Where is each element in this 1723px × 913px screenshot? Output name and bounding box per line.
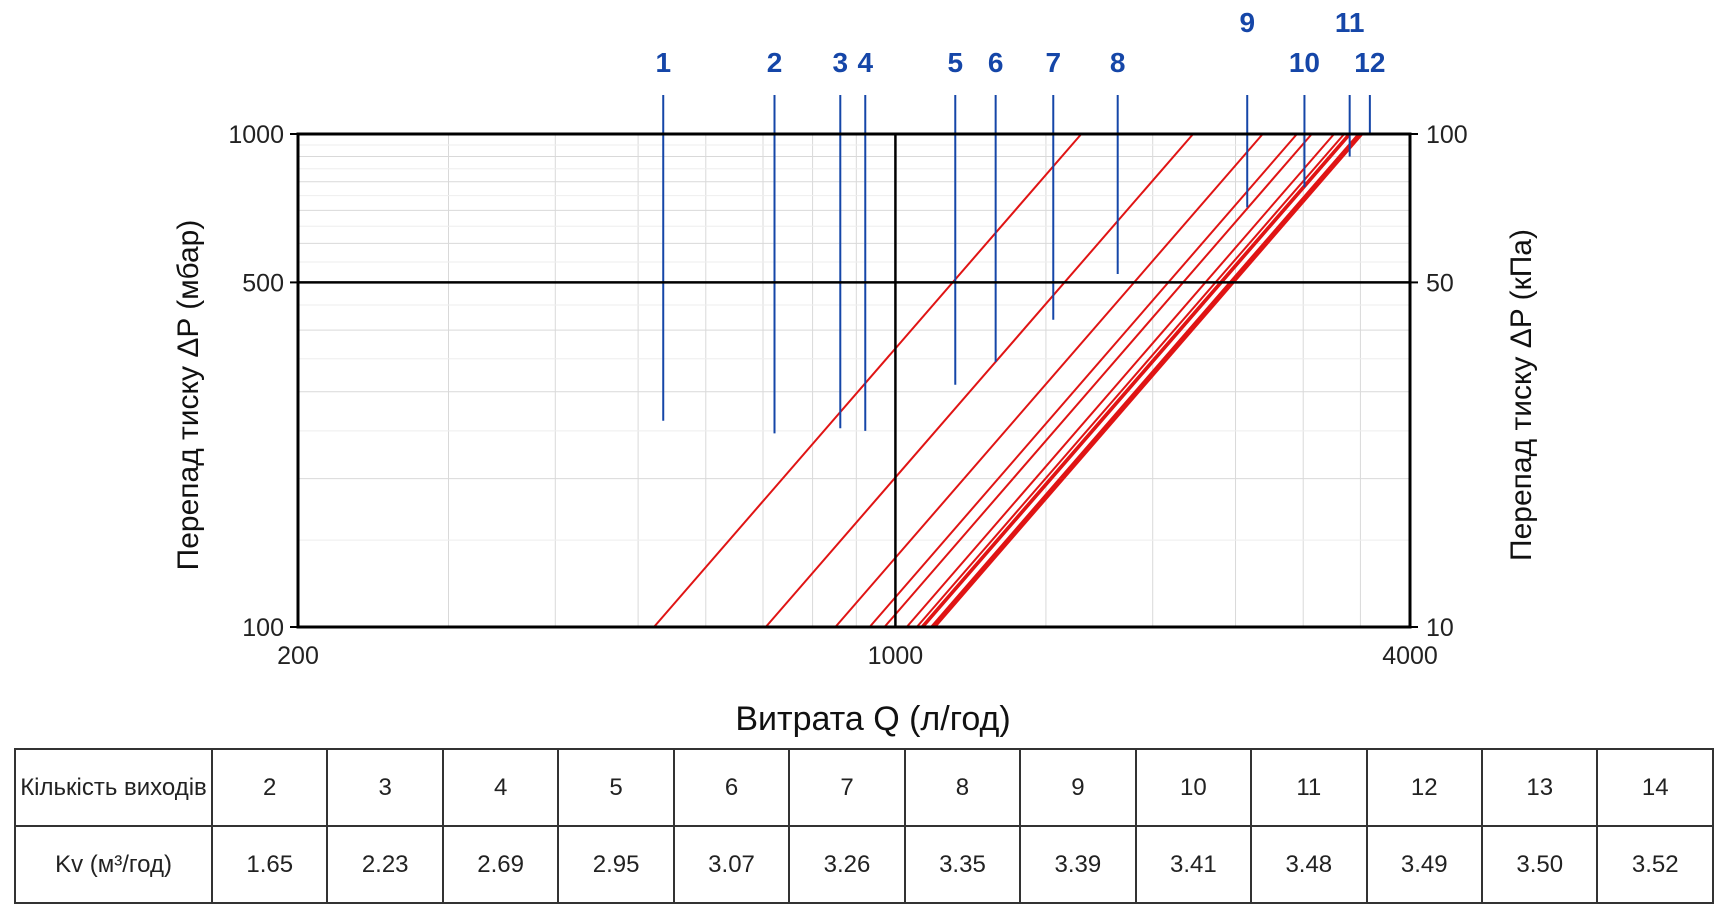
outlet-cell: 9 xyxy=(1019,748,1137,827)
x-axis-title: Витрата Q (л/год) xyxy=(735,700,1010,738)
outlets-row: Кількість виходів 2 3 4 5 6 7 8 9 10 11 … xyxy=(14,748,1714,827)
outlet-marker-label: 11 xyxy=(1335,7,1365,38)
kv-cell: 2.69 xyxy=(441,825,560,904)
kv-cell: 3.48 xyxy=(1250,825,1368,904)
outlets-header: Кількість виходів xyxy=(14,748,213,827)
y-tick-label-right: 50 xyxy=(1426,269,1454,297)
kv-cell: 3.35 xyxy=(903,825,1022,904)
outlet-marker-label: 7 xyxy=(1045,47,1061,78)
kv-cell: 3.41 xyxy=(1134,825,1253,904)
kv-cell: 2.23 xyxy=(326,825,444,904)
kv-row: Kv (м³/год) 1.65 2.23 2.69 2.95 3.07 3.2… xyxy=(14,825,1714,904)
outlet-marker-label: 1 xyxy=(655,47,671,78)
kv-curve-line xyxy=(920,133,1350,628)
y-tick-label-left: 500 xyxy=(242,269,284,297)
axes xyxy=(290,132,1418,629)
outlet-cell: 8 xyxy=(903,748,1022,827)
kv-cell: 3.07 xyxy=(672,825,791,904)
outlet-marker-label: 2 xyxy=(767,47,783,78)
outlet-marker-label: 10 xyxy=(1289,47,1320,78)
kv-curve-line xyxy=(883,133,1313,628)
kv-cell: 3.39 xyxy=(1019,825,1137,904)
tick-labels: 200 1000 4000 100 500 1000 10 50 100 xyxy=(228,121,1467,670)
kv-cell: 1.65 xyxy=(210,825,329,904)
outlet-marker-label: 3 xyxy=(833,47,849,78)
outlet-marker-label: 8 xyxy=(1110,47,1126,78)
y-tick-label-left: 1000 xyxy=(228,121,284,149)
y-axis-title-right: Перепад тиску ΔP (кПа) xyxy=(1505,229,1538,561)
x-tick-label: 200 xyxy=(277,642,319,670)
kv-table: Кількість виходів 2 3 4 5 6 7 8 9 10 11 … xyxy=(14,748,1714,904)
y-tick-label-right: 10 xyxy=(1426,614,1454,642)
outlet-cell: 11 xyxy=(1250,748,1368,827)
kv-curve-line xyxy=(765,133,1194,628)
outlet-cell: 14 xyxy=(1596,748,1714,827)
kv-curve-line xyxy=(916,133,1345,628)
kv-curve-line xyxy=(905,133,1335,628)
kv-curve-line xyxy=(922,133,1352,628)
x-tick-label: 4000 xyxy=(1382,642,1438,670)
kv-curves xyxy=(653,133,1364,628)
kv-cell: 3.52 xyxy=(1596,825,1714,904)
outlet-marker-label: 4 xyxy=(857,47,873,78)
outlet-marker-label: 12 xyxy=(1354,47,1385,78)
outlet-marker-label: 6 xyxy=(988,47,1004,78)
outlet-cell: 13 xyxy=(1480,748,1599,827)
outlet-marker-label: 5 xyxy=(947,47,963,78)
kv-cell: 3.26 xyxy=(788,825,906,904)
kv-curve-line xyxy=(934,133,1364,628)
y-tick-label-right: 100 xyxy=(1426,121,1468,149)
outlet-cell: 7 xyxy=(788,748,906,827)
kv-header: Kv (м³/год) xyxy=(14,825,213,904)
outlet-cell: 4 xyxy=(441,748,560,827)
outlet-cell: 10 xyxy=(1134,748,1253,827)
x-tick-label: 1000 xyxy=(868,642,924,670)
outlet-cell: 12 xyxy=(1365,748,1483,827)
outlet-cell: 5 xyxy=(557,748,675,827)
plot-frame xyxy=(296,132,1412,629)
outlet-cell: 2 xyxy=(210,748,329,827)
outlet-cell: 6 xyxy=(672,748,791,827)
outlet-marker-label: 9 xyxy=(1239,7,1255,38)
kv-curve-line xyxy=(653,133,1083,628)
kv-cell: 3.50 xyxy=(1480,825,1599,904)
kv-curve-line xyxy=(932,133,1362,628)
y-axis-title-left: Перепад тиску ΔP (мбар) xyxy=(172,220,205,571)
kv-cell: 2.95 xyxy=(557,825,675,904)
outlet-cell: 3 xyxy=(326,748,444,827)
kv-cell: 3.49 xyxy=(1365,825,1483,904)
kv-curve-line xyxy=(834,133,1264,628)
y-tick-label-left: 100 xyxy=(242,614,284,642)
kv-curve-line xyxy=(868,133,1298,628)
grid xyxy=(297,133,1411,628)
